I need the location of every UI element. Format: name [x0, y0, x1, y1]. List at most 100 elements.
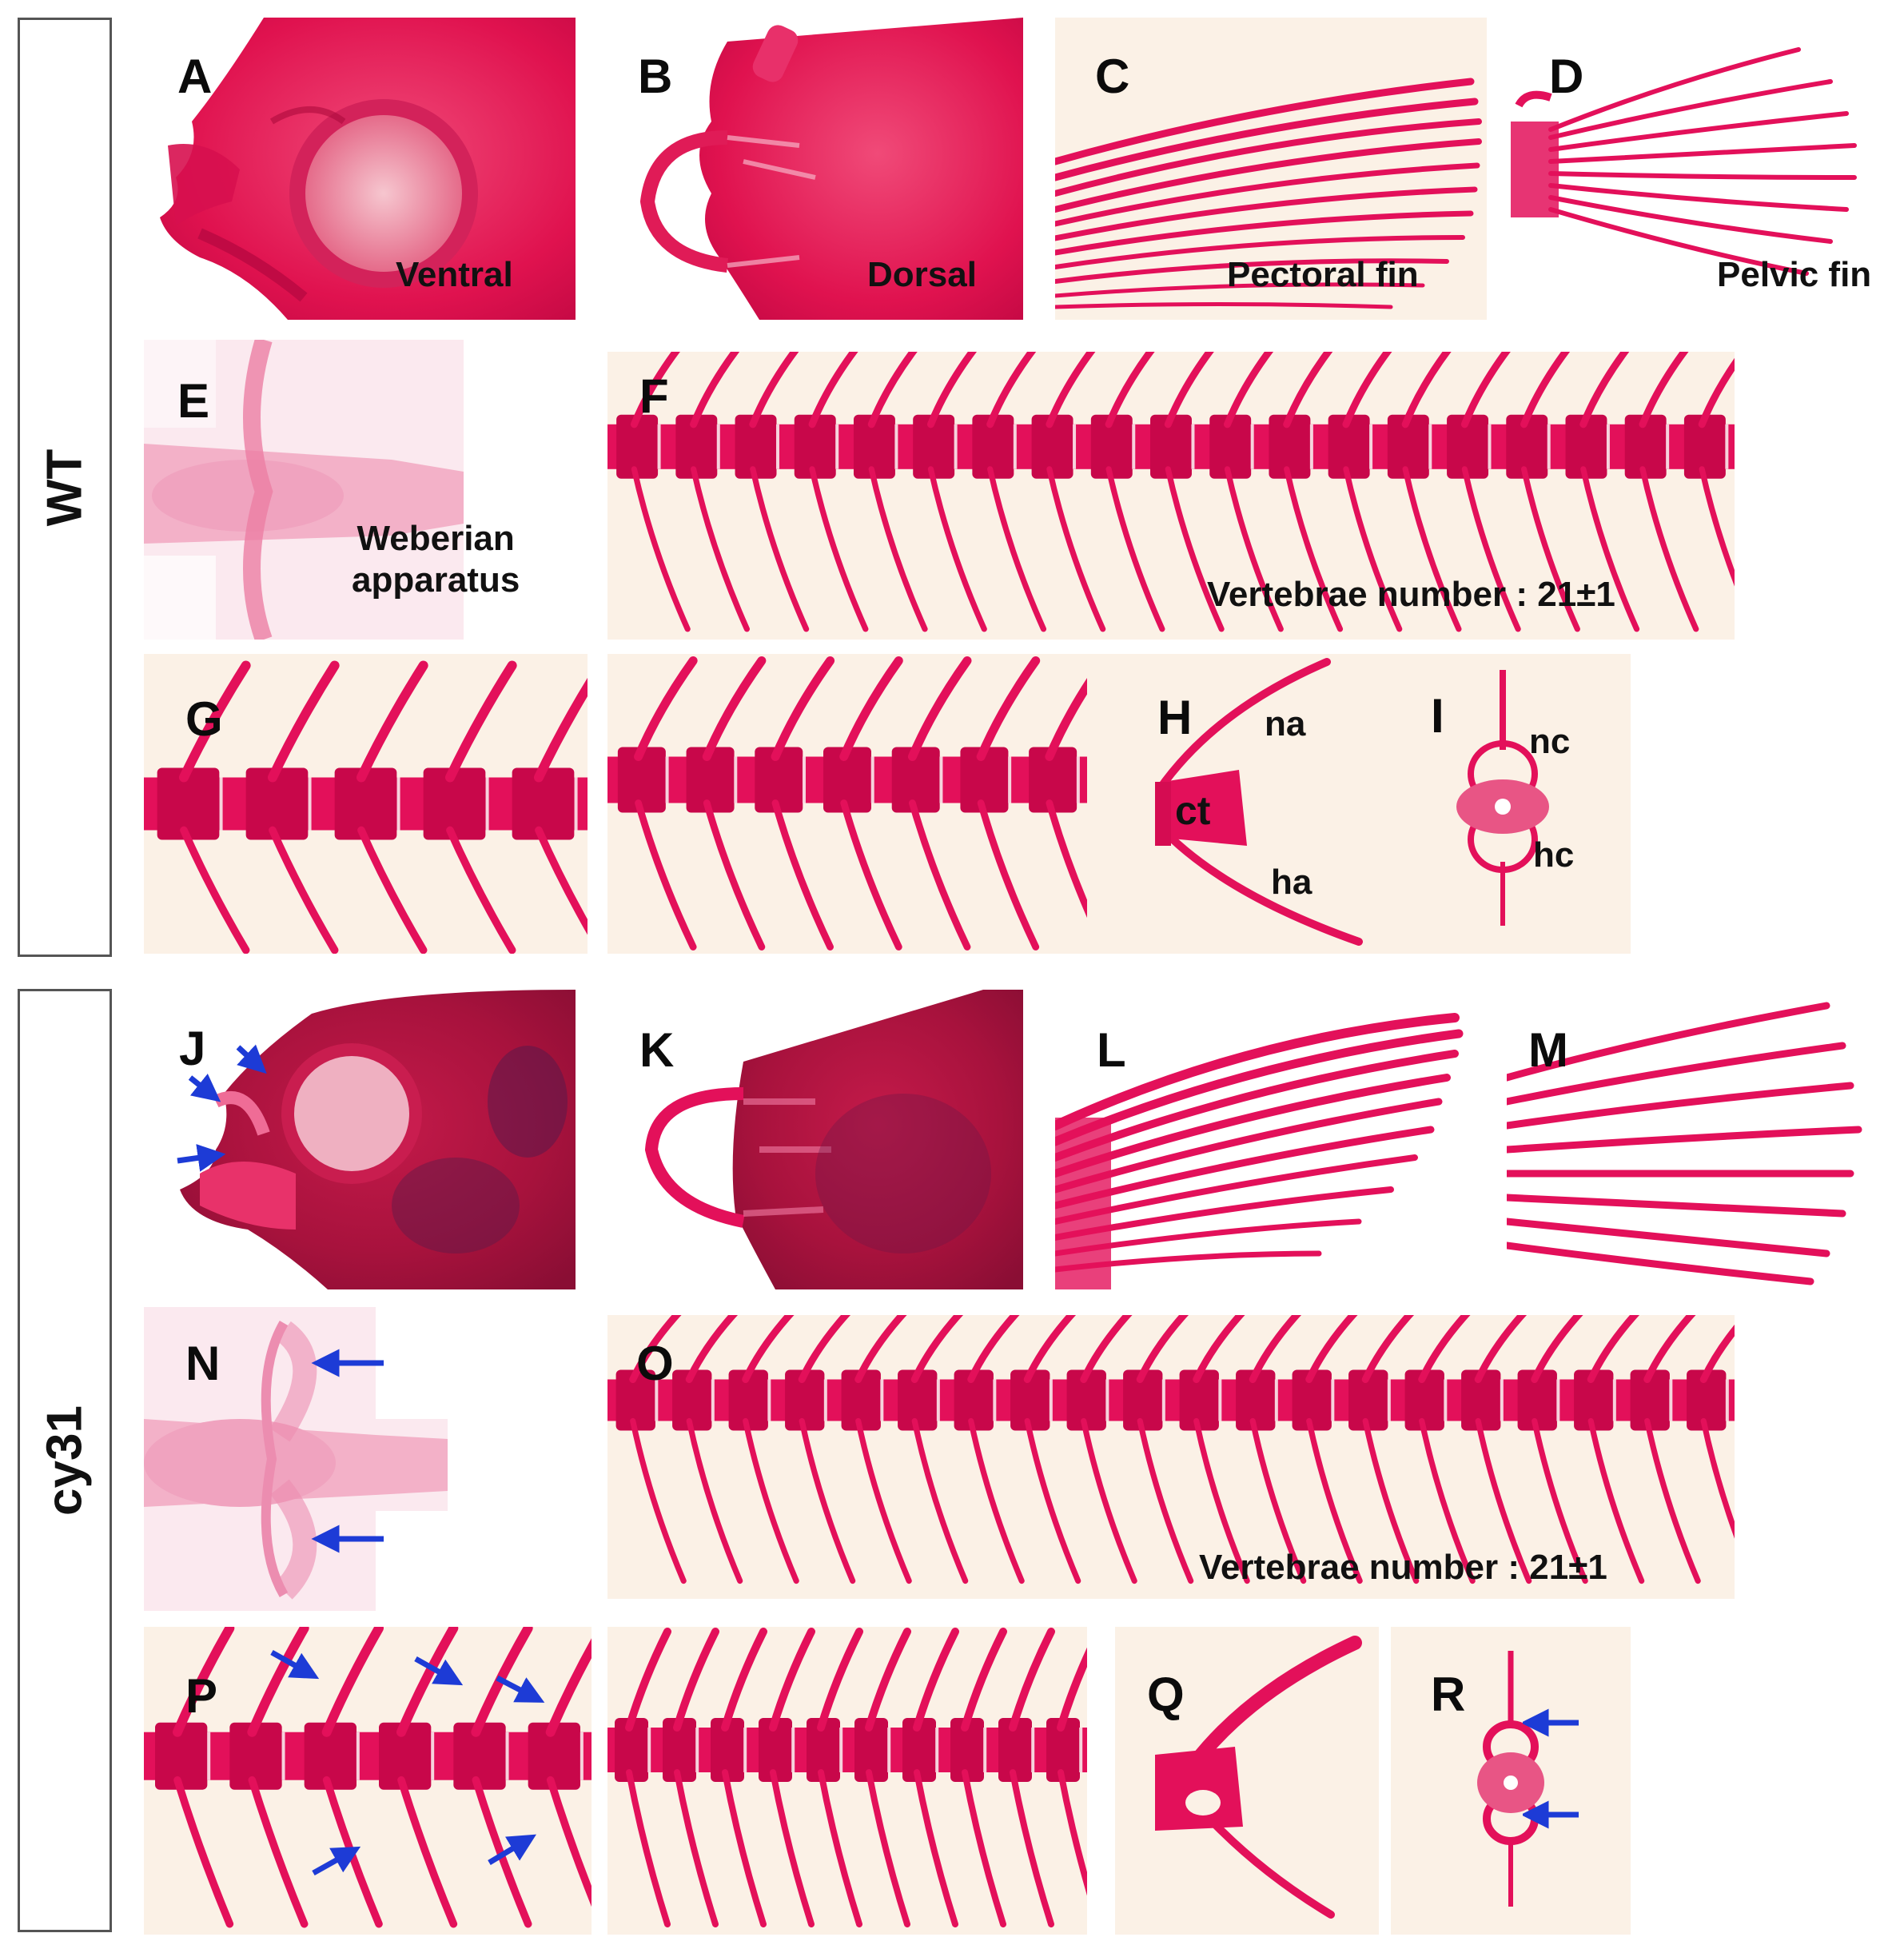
- vertebra-segment: [891, 656, 972, 951]
- vertebra-segment: [1624, 352, 1699, 632]
- panel-b-caption: Dorsal: [867, 255, 977, 294]
- vertebra-segment: [853, 352, 928, 632]
- panel-letter-b: B: [638, 50, 673, 103]
- vertebra-segment: [1179, 1315, 1250, 1584]
- vertebra-segment: [1269, 352, 1344, 632]
- panel-q-mutant-single-vertebra-image: [1115, 1627, 1379, 1935]
- wt-group-frame: WT: [18, 18, 112, 957]
- vertebra-segment: [1506, 352, 1580, 632]
- mutant-weberian-apparatus-icon: [144, 1307, 448, 1611]
- defect-arrow-icon: [270, 1649, 320, 1680]
- vertebra-segment: [528, 1638, 592, 1907]
- cy31-group-frame: cy31: [18, 989, 112, 1932]
- vertebra-segment: [728, 1315, 799, 1584]
- cross-section-label-hc: hc: [1533, 835, 1575, 875]
- vertebra-segment: [1328, 352, 1403, 632]
- vertebra-segment: [1517, 1315, 1588, 1584]
- vertebra-segment: [898, 1315, 969, 1584]
- vertebra-segment: [617, 656, 698, 951]
- vertebra-label-ha: ha: [1271, 863, 1312, 902]
- cross-section-label-nc: nc: [1529, 722, 1571, 761]
- vertebra-segment: [823, 656, 903, 951]
- vertebra-segment: [1046, 1647, 1087, 1896]
- vertebra-segment: [157, 660, 251, 954]
- vertebrae-closeup-icon: [607, 654, 1087, 954]
- vertebra-segment: [711, 1628, 767, 1927]
- panel-f-vertebral-column-image: [607, 352, 1735, 640]
- vertebra-segment: [972, 352, 1047, 632]
- vertebra-segment: [785, 1315, 856, 1584]
- vertebra-segment: [902, 1628, 959, 1927]
- vertebra-segment: [1209, 352, 1284, 632]
- panel-g-vertebrae-left-image: [144, 654, 588, 954]
- panel-e-caption-line-2: apparatus: [352, 560, 520, 600]
- mutant-pectoral-fin-rays-icon: [1055, 990, 1471, 1289]
- vertebra-segment: [1447, 352, 1521, 632]
- defect-arrow-icon: [236, 1044, 267, 1074]
- vertebra-segment: [615, 1315, 687, 1584]
- panel-o-mutant-vertebral-column-image: [607, 1315, 1735, 1599]
- panel-o-caption: Vertebrae number : 21±1: [1199, 1548, 1607, 1587]
- vertebra-segment: [616, 352, 691, 632]
- vertebra-segment: [998, 1628, 1055, 1927]
- panel-letter-e: E: [177, 374, 210, 428]
- skull-lateral-icon: [152, 18, 576, 320]
- panel-r-mutant-cross-section-image: [1391, 1627, 1631, 1935]
- wt-group-label: WT: [37, 448, 93, 526]
- panel-k-mutant-head-dorsal-image: [639, 990, 1023, 1289]
- panel-p-mutant-vertebrae-right-image: [607, 1627, 1087, 1935]
- vertebra-segment: [1150, 352, 1225, 632]
- panel-letter-f: F: [639, 369, 669, 423]
- defect-arrow-icon: [496, 1675, 545, 1703]
- defect-arrow-icon: [312, 1846, 361, 1876]
- pelvic-fin-rays-icon: [1511, 18, 1894, 320]
- panel-letter-p: P: [185, 1669, 218, 1723]
- mutant-pelvic-fin-rays-icon: [1507, 990, 1874, 1289]
- vertebra-segment: [1123, 1315, 1194, 1584]
- panel-i-vertebra-cross-section-image: [1391, 654, 1631, 954]
- vertebra-segment: [954, 1315, 1025, 1584]
- panel-letter-d: D: [1549, 50, 1584, 103]
- vertebrae-closeup-icon: [144, 654, 588, 954]
- panel-e-caption-line-1: Weberian: [357, 519, 515, 558]
- vertebra-segment: [1090, 352, 1165, 632]
- panel-h-single-vertebra-image: [1087, 654, 1391, 954]
- weberian-apparatus-icon: [144, 340, 464, 640]
- mutant-cross-section-icon: [1391, 1627, 1631, 1935]
- panel-letter-n: N: [185, 1337, 221, 1390]
- defect-arrow-icon: [414, 1656, 464, 1686]
- vertebra-segment: [675, 352, 750, 632]
- vertebra-segment: [1029, 678, 1087, 919]
- defect-arrow-icon: [177, 1144, 226, 1172]
- panel-l-mutant-pectoral-fin-image: [1055, 990, 1471, 1289]
- panel-c-pectoral-fin-image: [1055, 18, 1487, 320]
- vertebra-segment: [245, 660, 340, 954]
- panel-letter-i: I: [1431, 689, 1444, 743]
- mutant-single-vertebra-icon: [1115, 1627, 1379, 1935]
- panel-letter-j: J: [179, 1022, 206, 1075]
- panel-letter-m: M: [1528, 1023, 1568, 1077]
- vertebra-segment: [1066, 1315, 1137, 1584]
- panel-f-caption: Vertebrae number : 21±1: [1207, 575, 1615, 614]
- panel-letter-c: C: [1095, 50, 1130, 103]
- vertebra-segment: [1683, 357, 1735, 587]
- panel-p-arrows: [270, 1649, 545, 1876]
- vertebra-segment: [1031, 352, 1106, 632]
- panel-letter-g: G: [185, 692, 223, 746]
- cy31-group-label: cy31: [37, 1405, 93, 1516]
- panel-letter-q: Q: [1147, 1668, 1185, 1721]
- pectoral-fin-rays-icon: [1055, 18, 1487, 320]
- panel-c-caption: Pectoral fin: [1227, 255, 1419, 294]
- panel-m-mutant-pelvic-fin-image: [1507, 990, 1874, 1289]
- panel-d-pelvic-fin-image: [1511, 18, 1894, 320]
- vertebra-segment: [1348, 1315, 1420, 1584]
- panel-letter-a: A: [177, 50, 213, 103]
- vertebra-segment: [512, 677, 588, 935]
- vertebra-segment: [1292, 1315, 1363, 1584]
- mutant-vertebral-column-icon: [607, 1315, 1735, 1599]
- mutant-skull-dorsal-icon: [639, 990, 1023, 1289]
- panel-letter-r: R: [1431, 1668, 1466, 1721]
- vertebra-segment: [1461, 1315, 1532, 1584]
- vertebra-segment: [663, 1628, 719, 1927]
- panel-letter-k: K: [639, 1023, 675, 1077]
